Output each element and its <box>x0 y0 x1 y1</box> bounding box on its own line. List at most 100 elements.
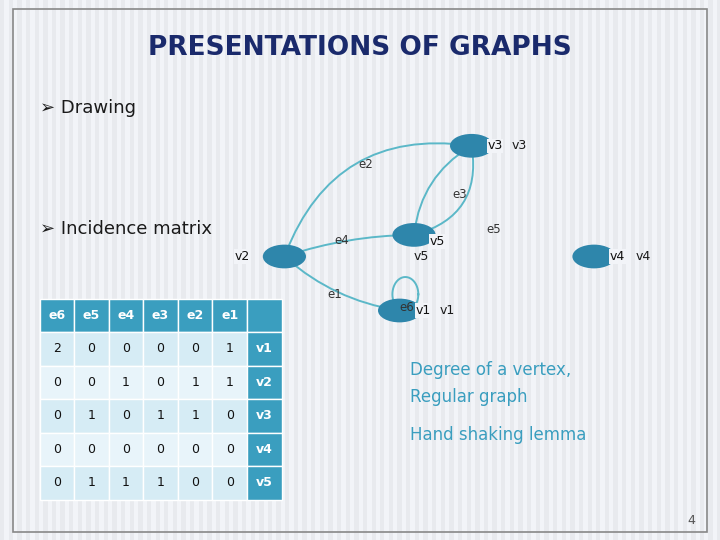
Text: ➢ Incidence matrix: ➢ Incidence matrix <box>40 220 212 239</box>
Text: 0: 0 <box>156 342 165 355</box>
Bar <box>40 399 74 433</box>
Bar <box>328 0 333 540</box>
Bar <box>78 0 82 540</box>
Bar <box>484 0 488 540</box>
Text: 0: 0 <box>156 376 165 389</box>
Bar <box>380 0 384 540</box>
Bar <box>553 0 557 540</box>
Bar <box>178 399 212 433</box>
Bar <box>190 0 194 540</box>
Bar <box>536 0 540 540</box>
Bar <box>17 0 22 540</box>
Bar <box>212 366 247 399</box>
Bar <box>397 0 402 540</box>
Bar <box>527 0 531 540</box>
Text: 0: 0 <box>122 409 130 422</box>
Text: v1: v1 <box>256 342 273 355</box>
Bar <box>311 0 315 540</box>
Bar <box>156 0 160 540</box>
Bar <box>683 0 687 540</box>
Bar <box>104 0 108 540</box>
Bar <box>320 0 324 540</box>
Bar <box>109 332 143 366</box>
Bar <box>562 0 566 540</box>
Bar <box>631 0 635 540</box>
Text: 0: 0 <box>122 342 130 355</box>
Bar <box>492 0 497 540</box>
Bar <box>708 0 713 540</box>
Bar <box>596 0 600 540</box>
Bar <box>35 0 39 540</box>
Text: e5: e5 <box>83 309 100 322</box>
Text: 1: 1 <box>88 409 95 422</box>
Ellipse shape <box>378 299 421 322</box>
Bar <box>0 0 4 540</box>
Bar <box>143 332 178 366</box>
Text: 0: 0 <box>191 443 199 456</box>
Text: e3: e3 <box>152 309 169 322</box>
Bar <box>212 399 247 433</box>
Bar <box>26 0 30 540</box>
Bar <box>432 0 436 540</box>
Bar <box>74 299 109 332</box>
Bar <box>467 0 471 540</box>
Bar <box>52 0 56 540</box>
Text: e1: e1 <box>328 288 342 301</box>
Bar <box>178 466 212 500</box>
Text: 1: 1 <box>122 376 130 389</box>
Bar <box>143 433 178 466</box>
Bar <box>225 0 229 540</box>
Bar <box>588 0 592 540</box>
Text: e1: e1 <box>221 309 238 322</box>
Bar <box>285 0 289 540</box>
Text: 2: 2 <box>53 342 60 355</box>
Text: Regular graph: Regular graph <box>410 388 528 406</box>
Text: 1: 1 <box>88 476 95 489</box>
Bar <box>691 0 696 540</box>
Ellipse shape <box>392 223 436 247</box>
Bar <box>406 0 410 540</box>
Bar <box>363 0 367 540</box>
Bar <box>247 433 282 466</box>
Bar <box>501 0 505 540</box>
Ellipse shape <box>572 245 616 268</box>
Bar <box>74 466 109 500</box>
Text: 1: 1 <box>192 409 199 422</box>
Bar <box>109 299 143 332</box>
Text: 0: 0 <box>191 476 199 489</box>
Bar <box>247 466 282 500</box>
Bar <box>372 0 376 540</box>
Bar <box>242 0 246 540</box>
Bar <box>510 0 514 540</box>
Bar <box>251 0 255 540</box>
Text: e2: e2 <box>359 158 373 171</box>
Bar <box>178 332 212 366</box>
Text: v1: v1 <box>439 304 454 317</box>
Bar <box>40 366 74 399</box>
Bar <box>207 0 212 540</box>
Bar <box>518 0 523 540</box>
Text: v3: v3 <box>511 139 526 152</box>
Text: v3: v3 <box>487 139 503 152</box>
Text: 1: 1 <box>192 376 199 389</box>
Text: v4: v4 <box>256 443 273 456</box>
Bar <box>143 399 178 433</box>
Bar <box>212 466 247 500</box>
Ellipse shape <box>263 245 306 268</box>
Bar <box>109 366 143 399</box>
Bar <box>9 0 13 540</box>
Text: 1: 1 <box>122 476 130 489</box>
Bar <box>109 399 143 433</box>
Bar <box>181 0 186 540</box>
Bar <box>178 366 212 399</box>
Bar <box>109 433 143 466</box>
Bar <box>423 0 428 540</box>
Bar <box>164 0 168 540</box>
Text: 0: 0 <box>53 443 61 456</box>
Text: e6: e6 <box>400 301 414 314</box>
Bar <box>648 0 652 540</box>
Bar <box>212 433 247 466</box>
Text: 4: 4 <box>687 514 695 526</box>
Bar <box>74 366 109 399</box>
Bar <box>40 466 74 500</box>
